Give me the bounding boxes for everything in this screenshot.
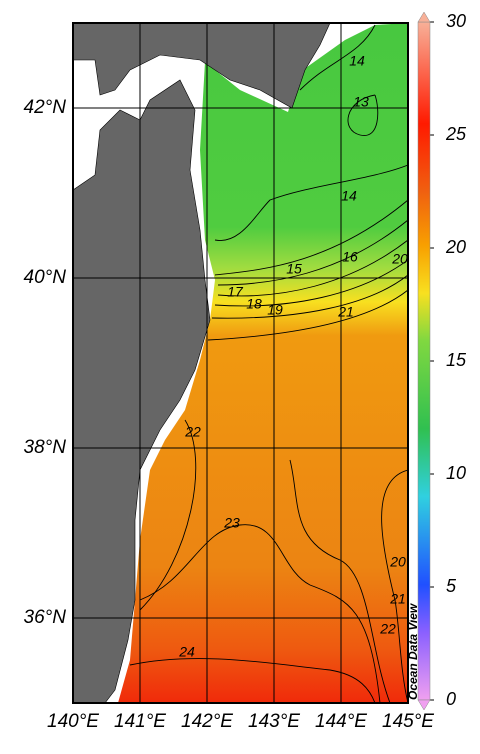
colorbar-tick-label: 25 [445, 124, 467, 144]
contour-line [214, 199, 408, 276]
contour-line [214, 164, 408, 241]
contour-label: 20 [391, 251, 408, 267]
y-tick-label: 40°N [24, 267, 67, 288]
contour-label: 17 [227, 284, 244, 300]
contour-label: 21 [389, 591, 406, 607]
y-tick-label: 36°N [24, 607, 67, 628]
colorbar-arrow [417, 699, 431, 711]
y-tick-label: 42°N [24, 97, 67, 118]
ocean-field [118, 23, 408, 703]
colorbar-tick-label: 0 [446, 689, 456, 709]
axes: 140°E 141°E 142°E 143°E 144°E 145°E 36°N 38°N 40… [24, 11, 467, 732]
contour-label: 19 [267, 302, 283, 318]
contour-line [299, 24, 376, 91]
contour-label: 24 [178, 644, 195, 660]
contour-label: 14 [349, 53, 365, 69]
colorbar-tick-label: 5 [446, 576, 457, 596]
x-tick-label: 143°E [248, 711, 300, 732]
colorbar-label: Ocean Data View [406, 603, 420, 700]
colorbar-tick-label: 10 [446, 463, 466, 483]
contour-line [214, 259, 408, 307]
contour-line [207, 289, 408, 341]
contour-label: 18 [246, 296, 262, 312]
colorbar-tick-label: 20 [445, 237, 466, 257]
map-body [73, 23, 408, 703]
contours [129, 24, 408, 703]
contour-label: 22 [379, 621, 396, 637]
colorbar-tick-label: 15 [446, 350, 467, 370]
y-tick-label: 38°N [24, 437, 67, 458]
contour-line [139, 524, 381, 703]
colorbar-tick-label: 30 [446, 11, 466, 31]
contour-line [289, 459, 391, 703]
contour-label: 15 [286, 261, 302, 277]
colorbar-arrow [417, 11, 431, 23]
contour-line [129, 658, 376, 703]
contour-line [217, 239, 408, 297]
colorbar [417, 21, 431, 701]
contour-label: 13 [353, 94, 369, 110]
contour-label: 23 [223, 515, 240, 531]
x-tick-label: 140°E [47, 711, 99, 732]
contour-line [381, 469, 408, 703]
land [73, 23, 331, 109]
contour-label: 16 [342, 249, 358, 265]
land [73, 79, 211, 703]
contour-line [217, 219, 408, 286]
x-tick-label: 142°E [181, 711, 233, 732]
contour-line [211, 274, 408, 319]
contour-label: 21 [337, 304, 354, 320]
x-tick-label: 141°E [114, 711, 166, 732]
contour-label: 14 [341, 188, 357, 204]
x-tick-label: 144°E [315, 711, 367, 732]
x-tick-label: 145°E [382, 711, 434, 732]
contour-label: 20 [389, 554, 406, 570]
contour-line [347, 94, 379, 136]
contour-label: 22 [184, 424, 201, 440]
contour-line [139, 419, 197, 611]
